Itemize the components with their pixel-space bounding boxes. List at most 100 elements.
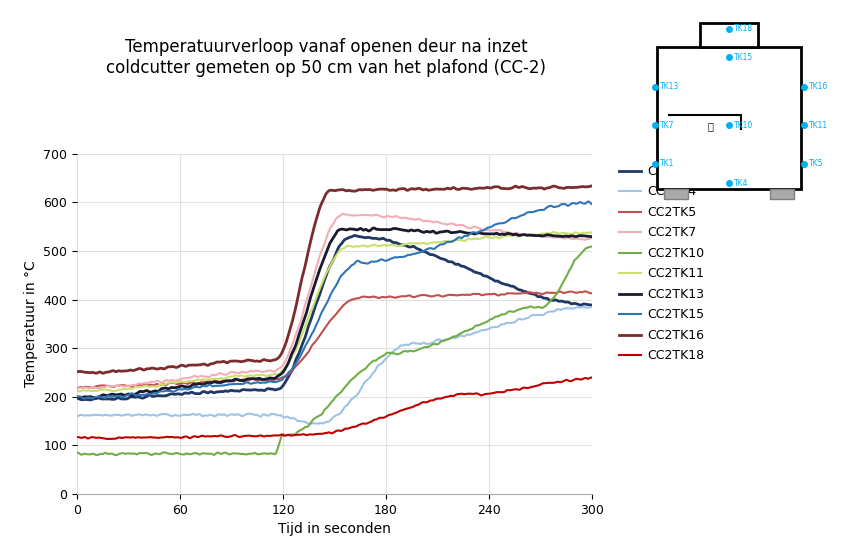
CC2TK16 xyxy=(129,367,139,374)
CC2TK18 xyxy=(587,374,597,381)
CC2TK18 xyxy=(439,394,450,401)
CC2TK4 xyxy=(72,413,82,419)
CC2TK7 xyxy=(587,234,597,241)
CC2TK15 xyxy=(517,212,528,219)
CC2TK13 xyxy=(369,225,379,231)
Text: TK10: TK10 xyxy=(734,121,753,130)
CC2TK18 xyxy=(207,433,217,440)
CC2TK11 xyxy=(207,376,217,383)
CC2TK4 xyxy=(517,316,528,323)
CC2TK18 xyxy=(517,385,528,391)
CC2TK5 xyxy=(292,362,302,368)
Y-axis label: Temperatuur in °C: Temperatuur in °C xyxy=(24,261,38,387)
CC2TK7 xyxy=(338,210,348,217)
CC2TK1 xyxy=(207,389,217,395)
CC2TK16 xyxy=(439,186,450,193)
Line: CC2TK7: CC2TK7 xyxy=(77,214,592,389)
Text: Temperatuurverloop vanaf openen deur na inzet
coldcutter gemeten op 50 cm van he: Temperatuurverloop vanaf openen deur na … xyxy=(106,38,546,77)
CC2TK1 xyxy=(72,395,82,402)
CC2TK4 xyxy=(586,304,596,310)
CC2TK4 xyxy=(292,417,302,424)
CC2TK18 xyxy=(461,391,471,397)
CC2TK13 xyxy=(89,394,100,401)
CC2TK10 xyxy=(72,449,82,456)
CC2TK11 xyxy=(293,343,303,349)
Text: TK13: TK13 xyxy=(660,82,679,91)
CC2TK11 xyxy=(548,229,559,236)
CC2TK18 xyxy=(129,434,139,441)
Text: 🔥: 🔥 xyxy=(707,121,713,132)
CC2TK18 xyxy=(72,434,82,440)
CC2TK5 xyxy=(128,383,138,389)
CC2TK15 xyxy=(207,383,217,389)
CC2TK13 xyxy=(587,233,597,240)
Text: TK5: TK5 xyxy=(808,159,823,168)
CC2TK7 xyxy=(206,372,216,379)
CC2TK13 xyxy=(207,379,217,386)
CC2TK15 xyxy=(587,201,597,208)
CC2TK13 xyxy=(129,391,139,398)
CC2TK7 xyxy=(292,328,302,334)
Text: TK1: TK1 xyxy=(660,159,674,168)
CC2TK13 xyxy=(293,336,303,343)
CC2TK11 xyxy=(129,385,139,391)
CC2TK5 xyxy=(206,378,216,385)
CC2TK4 xyxy=(128,412,138,419)
Line: CC2TK18: CC2TK18 xyxy=(77,378,592,439)
Line: CC2TK15: CC2TK15 xyxy=(77,201,592,399)
CC2TK10 xyxy=(587,243,597,250)
Legend: CC2TK1, CC2TK4, CC2TK5, CC2TK7, CC2TK10, CC2TK11, CC2TK13, CC2TK15, CC2TK16, CC2: CC2TK1, CC2TK4, CC2TK5, CC2TK7, CC2TK10,… xyxy=(613,160,710,367)
CC2TK16 xyxy=(98,370,108,377)
CC2TK11 xyxy=(439,238,450,244)
CC2TK16 xyxy=(207,360,217,367)
CC2TK18 xyxy=(105,436,115,442)
CC2TK10 xyxy=(461,328,471,334)
CC2TK10 xyxy=(293,428,303,435)
CC2TK1 xyxy=(349,232,360,239)
CC2TK15 xyxy=(129,391,139,397)
CC2TK11 xyxy=(75,388,85,395)
Bar xyxy=(664,189,688,199)
CC2TK1 xyxy=(129,394,139,400)
CC2TK1 xyxy=(461,264,471,271)
CC2TK1 xyxy=(293,352,303,359)
Text: TK7: TK7 xyxy=(660,121,674,130)
Line: CC2TK11: CC2TK11 xyxy=(77,232,592,391)
CC2TK1 xyxy=(85,396,95,403)
Bar xyxy=(770,189,795,199)
Bar xyxy=(700,23,758,47)
CC2TK15 xyxy=(439,240,450,247)
Line: CC2TK4: CC2TK4 xyxy=(77,307,592,424)
Text: TK16: TK16 xyxy=(808,82,828,91)
CC2TK15 xyxy=(78,395,88,402)
CC2TK4 xyxy=(587,304,597,310)
Text: TK4: TK4 xyxy=(734,178,748,188)
CC2TK5 xyxy=(587,290,597,296)
CC2TK11 xyxy=(72,388,82,394)
CC2TK1 xyxy=(439,256,450,263)
CC2TK15 xyxy=(583,198,594,205)
X-axis label: Tijd in seconden: Tijd in seconden xyxy=(278,523,391,536)
CC2TK5 xyxy=(517,290,527,296)
CC2TK11 xyxy=(517,232,528,238)
Line: CC2TK1: CC2TK1 xyxy=(77,236,592,400)
CC2TK10 xyxy=(439,337,450,344)
CC2TK7 xyxy=(439,221,450,227)
Text: TK11: TK11 xyxy=(808,121,828,130)
Text: TK15: TK15 xyxy=(734,53,753,61)
Bar xyxy=(657,47,801,189)
CC2TK11 xyxy=(587,229,597,236)
CC2TK13 xyxy=(517,231,528,238)
CC2TK5 xyxy=(460,292,470,298)
CC2TK7 xyxy=(128,382,138,388)
CC2TK7 xyxy=(461,223,471,230)
CC2TK7 xyxy=(517,232,528,238)
CC2TK13 xyxy=(72,394,82,400)
CC2TK1 xyxy=(587,302,597,309)
CC2TK16 xyxy=(517,183,528,190)
Line: CC2TK5: CC2TK5 xyxy=(77,292,592,388)
CC2TK4 xyxy=(304,421,314,427)
CC2TK10 xyxy=(207,451,217,457)
CC2TK10 xyxy=(111,452,121,458)
CC2TK16 xyxy=(461,185,471,192)
